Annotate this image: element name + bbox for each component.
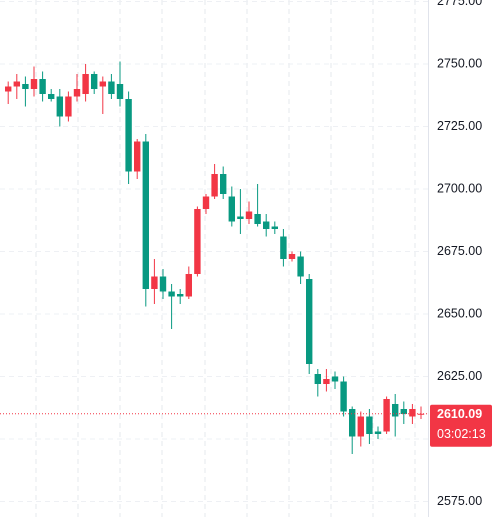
- candle-body: [211, 174, 218, 197]
- candle-body: [263, 221, 270, 229]
- candle-body: [48, 94, 55, 99]
- countdown: 03:02:13: [437, 427, 486, 441]
- candle-body: [56, 96, 63, 117]
- candle-body: [374, 431, 382, 434]
- candle-body: [409, 409, 416, 417]
- candle-body: [5, 86, 12, 92]
- candle-body: [297, 256, 304, 277]
- y-tick-label: 2625.00: [437, 369, 482, 383]
- last-price-label: 2610.09: [437, 407, 482, 421]
- candle-body: [134, 141, 141, 172]
- y-tick-label: 2775.00: [437, 0, 482, 8]
- candle-body: [39, 79, 46, 94]
- candle-body: [237, 216, 244, 219]
- candle-body: [340, 381, 347, 412]
- candle-body: [151, 276, 158, 289]
- candle-body: [116, 84, 124, 99]
- candle-body: [30, 79, 38, 89]
- candle-body: [108, 81, 115, 94]
- candle-body: [220, 174, 227, 194]
- candle-body: [417, 413, 425, 415]
- y-tick-label: 2675.00: [437, 244, 482, 258]
- candle-body: [22, 84, 29, 89]
- y-tick-label: 2650.00: [437, 306, 482, 320]
- candle-body: [383, 399, 390, 432]
- y-tick-label: 2725.00: [437, 119, 482, 133]
- candle-body: [177, 294, 184, 297]
- price-label-box: [430, 404, 492, 447]
- candle-body: [349, 409, 356, 437]
- candle-body: [194, 209, 201, 274]
- candle-body: [245, 211, 253, 219]
- candle-body: [366, 416, 373, 434]
- candle-body: [314, 374, 321, 384]
- candle-body: [168, 291, 175, 297]
- candle-body: [254, 214, 261, 224]
- candle-body: [185, 274, 192, 297]
- candle-body: [400, 409, 407, 414]
- candle-body: [159, 276, 167, 292]
- candle-body: [73, 89, 81, 97]
- y-tick-label: 2750.00: [437, 56, 482, 70]
- candle-body: [91, 74, 98, 89]
- candle-body: [392, 404, 399, 417]
- candle-body: [357, 416, 364, 437]
- candle-body: [323, 379, 330, 384]
- candle-body: [306, 279, 313, 364]
- y-tick-label: 2700.00: [437, 181, 482, 195]
- candle-body: [331, 376, 339, 382]
- candle-body: [288, 254, 296, 259]
- candle-body: [82, 74, 89, 94]
- candle-body: [228, 196, 235, 222]
- candle-body: [99, 81, 106, 87]
- y-tick-label: 2575.00: [437, 494, 482, 508]
- candle-body: [202, 196, 210, 209]
- candle-body: [13, 81, 20, 87]
- candle-body: [65, 96, 72, 117]
- candle-body: [271, 226, 278, 229]
- candle-body: [142, 141, 149, 289]
- candle-body: [280, 236, 287, 259]
- candle-body: [125, 99, 132, 172]
